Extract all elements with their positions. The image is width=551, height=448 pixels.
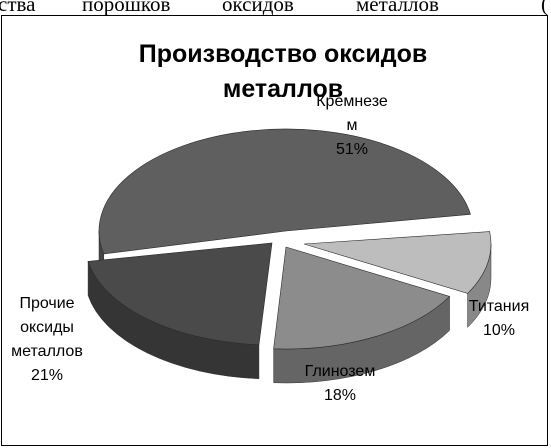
- pie-slice-4-top: [87, 242, 273, 346]
- pie-slice-3-top: [273, 246, 451, 350]
- chart-frame: [1, 15, 548, 446]
- top-word-5: (: [541, 0, 548, 16]
- slice-labels: Кремнезе м 51% Титания 10% Глинозем 18% Прочие о…: [11, 93, 529, 404]
- slice-label-4-line-2: оксиды: [20, 319, 74, 336]
- slice-label-1-line-1: Кремнезе: [316, 93, 388, 110]
- slice-label-1-line-3: 51%: [336, 141, 368, 158]
- slice-label-4-line-1: Прочие: [19, 295, 74, 312]
- slice-label-1-line-2: м: [347, 117, 358, 134]
- slice-label-4-line-3: металлов: [11, 343, 83, 360]
- pie-slice-4: [87, 242, 273, 380]
- top-word-4: металлов: [356, 0, 439, 16]
- pie-slice-3: [273, 246, 451, 384]
- pie-slice-1-top: [98, 128, 471, 255]
- pie-slice-1: [98, 128, 471, 289]
- slice-label-3-line-2: 18%: [324, 387, 356, 404]
- slice-label-2-line-1: Титания: [469, 298, 530, 315]
- top-word-2: порошков: [82, 0, 171, 16]
- top-text-fragment: ства порошков оксидов металлов (: [0, 0, 551, 16]
- top-word-1: ства: [0, 0, 36, 16]
- pie-slices: [87, 128, 492, 384]
- slice-label-4-line-4: 21%: [31, 367, 63, 384]
- slice-label-2-line-2: 10%: [483, 322, 515, 339]
- chart-title-line-2: металлов: [223, 75, 343, 103]
- slice-label-3-line-1: Глинозем: [305, 363, 376, 380]
- pie-slice-2-top: [303, 231, 492, 294]
- chart-title-line-1: Производство оксидов: [139, 40, 427, 68]
- pie-slice-2: [303, 231, 492, 329]
- top-word-3: оксидов: [222, 0, 294, 16]
